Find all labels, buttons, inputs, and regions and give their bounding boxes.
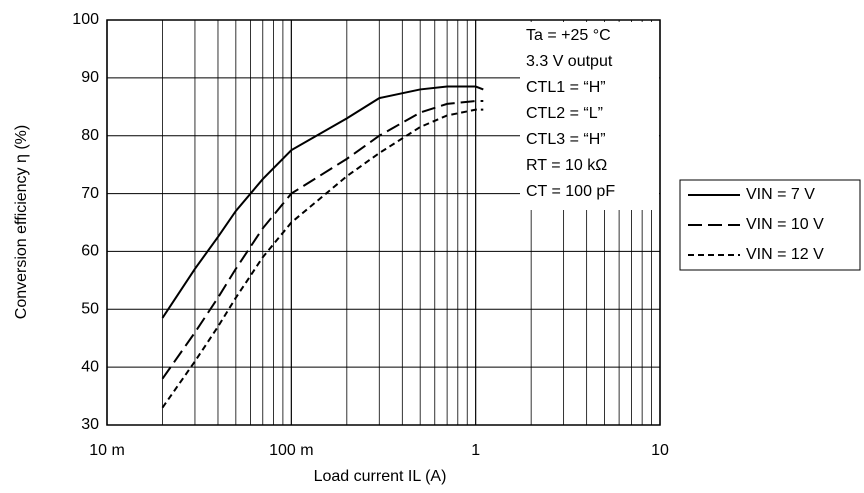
- y-tick-label: 60: [81, 243, 99, 260]
- annotation: Ta = +25 °C: [526, 27, 611, 44]
- y-tick-label: 80: [81, 127, 99, 144]
- annotation-box: [520, 22, 659, 210]
- series-line: [161, 85, 484, 319]
- series-line: [161, 100, 484, 380]
- annotation: CTL2 = “L”: [526, 105, 603, 122]
- x-axis-label: Load current IL (A): [314, 468, 447, 485]
- legend-label: VIN = 10 V: [746, 216, 824, 233]
- annotation: 3.3 V output: [526, 53, 613, 70]
- x-tick-label: 1: [471, 442, 480, 459]
- x-tick-label: 10: [651, 442, 669, 459]
- y-tick-label: 90: [81, 69, 99, 86]
- legend-label: VIN = 12 V: [746, 246, 824, 263]
- series-line: [161, 108, 484, 409]
- plot-frame: [106, 19, 661, 426]
- annotation: CTL1 = “H”: [526, 79, 606, 96]
- y-axis-label: Conversion efficiency η (%): [13, 125, 30, 319]
- x-tick-label: 100 m: [269, 442, 313, 459]
- legend-label: VIN = 7 V: [746, 186, 815, 203]
- annotation: CT = 100 pF: [526, 183, 615, 200]
- y-tick-label: 100: [72, 11, 99, 28]
- annotation: RT = 10 kΩ: [526, 157, 607, 174]
- x-tick-label: 10 m: [89, 442, 125, 459]
- y-tick-label: 40: [81, 358, 99, 375]
- y-tick-label: 50: [81, 301, 99, 318]
- y-tick-label: 70: [81, 185, 99, 202]
- annotation: CTL3 = “H”: [526, 131, 606, 148]
- y-tick-label: 30: [81, 416, 99, 433]
